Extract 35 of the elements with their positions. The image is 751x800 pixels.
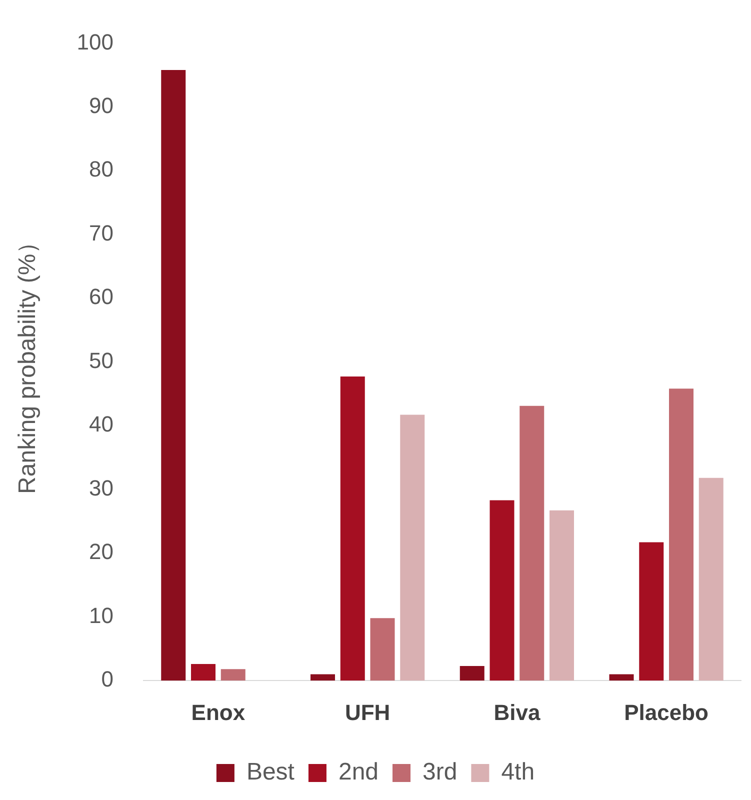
- x-tick-label: Enox: [191, 700, 246, 725]
- x-tick-label: Placebo: [624, 700, 708, 725]
- bar: [310, 674, 336, 681]
- bar: [460, 666, 484, 681]
- y-tick-label: 70: [89, 220, 114, 246]
- y-tick-label: 50: [89, 348, 114, 373]
- bar: [669, 388, 694, 681]
- bar: [520, 406, 544, 681]
- bar: [191, 664, 216, 681]
- y-tick-label: 10: [89, 602, 114, 628]
- bar: [340, 376, 365, 681]
- y-tick-label: 20: [89, 539, 114, 564]
- bar: [550, 510, 574, 681]
- y-tick-label: 100: [76, 29, 114, 54]
- bar: [490, 500, 514, 681]
- legend-label: 3rd: [422, 758, 458, 786]
- y-tick-label: 80: [89, 156, 114, 182]
- bar: [220, 669, 246, 681]
- legend-label: 2nd: [338, 758, 379, 786]
- legend-label: 4th: [501, 758, 535, 786]
- y-tick-label: 30: [89, 475, 114, 500]
- legend-label: Best: [246, 758, 295, 786]
- y-tick-label: 0: [101, 666, 114, 692]
- y-tick-label: 60: [89, 284, 114, 310]
- bar: [400, 414, 425, 681]
- y-axis-title: Ranking probability (%）: [14, 230, 42, 494]
- x-tick-label: Biva: [494, 700, 541, 725]
- y-tick-label: 40: [89, 412, 114, 437]
- y-tick-label: 90: [89, 93, 114, 118]
- bar: [161, 70, 186, 681]
- x-tick-label: UFH: [344, 700, 390, 725]
- bar: [370, 618, 395, 681]
- bar: [639, 542, 664, 681]
- bar: [609, 674, 634, 681]
- bar: [698, 478, 724, 681]
